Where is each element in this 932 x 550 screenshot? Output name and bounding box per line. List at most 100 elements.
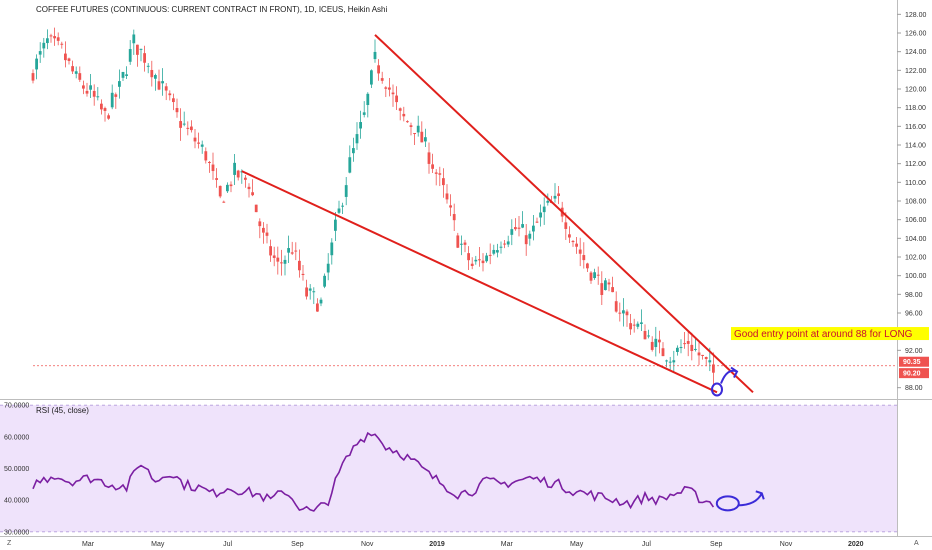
candle-body: [157, 81, 161, 90]
candle-body: [290, 252, 294, 254]
x-tick-label: Nov: [780, 541, 793, 548]
low-price-badge: [899, 368, 929, 379]
candle-body: [179, 121, 182, 128]
price-tick-label: 118.00: [905, 105, 926, 112]
candle-body: [85, 90, 89, 94]
price-tick-label: 110.00: [905, 180, 926, 187]
candle-body: [359, 122, 362, 129]
candle-body: [406, 121, 409, 123]
candle-body: [521, 224, 524, 228]
candle-body: [420, 131, 424, 143]
candle-body: [143, 53, 146, 63]
candle-body: [488, 254, 492, 256]
annotation-box: [731, 327, 929, 341]
candle-body: [593, 272, 596, 279]
candle-body: [683, 343, 686, 345]
low-price-badge-label: 90.20: [903, 371, 921, 378]
price-tick-label: 114.00: [905, 143, 926, 150]
x-tick-label: Mar: [82, 541, 95, 548]
candle-body: [71, 66, 74, 72]
candle-body: [341, 205, 344, 207]
price-tick-label: 112.00: [905, 161, 926, 168]
rsi-hand-arrow: [737, 492, 763, 507]
candle-body: [226, 184, 229, 192]
trendline-lower-support: [241, 170, 718, 394]
candle-body: [582, 255, 586, 261]
candle-body: [409, 125, 413, 127]
candle-body: [708, 360, 712, 363]
candle-body: [625, 311, 629, 316]
candle-body: [499, 246, 503, 248]
candle-body: [629, 323, 632, 330]
candle-body: [182, 123, 186, 125]
candle-body: [589, 272, 593, 281]
candle-body: [74, 71, 78, 74]
candle-body: [64, 53, 67, 61]
candle-body: [481, 260, 485, 264]
candle-body: [251, 192, 254, 196]
candle-body: [571, 240, 575, 243]
candle-body: [146, 65, 150, 67]
x-tick-label: Nov: [361, 541, 374, 548]
scale-button-z[interactable]: Z: [7, 540, 12, 547]
price-panel: 88.0092.0094.0096.0098.00100.00102.00104…: [0, 0, 932, 536]
candle-body: [38, 51, 42, 55]
candle-body: [596, 274, 600, 276]
candle-body: [697, 352, 701, 356]
scale-button-a[interactable]: A: [914, 540, 919, 547]
candle-body: [193, 137, 197, 142]
candle-body: [506, 241, 510, 245]
candle-body: [305, 287, 308, 297]
candle-body: [298, 260, 301, 271]
candle-body: [121, 71, 125, 78]
candle-body: [395, 95, 398, 103]
candle-body: [611, 287, 614, 293]
candle-body: [661, 348, 665, 357]
price-tick-label: 124.00: [905, 49, 927, 56]
rsi-tick-label: 70.0000: [4, 403, 29, 410]
price-tick-label: 106.00: [905, 217, 927, 224]
candle-body: [330, 242, 334, 256]
candle-body: [546, 200, 550, 203]
price-tick-label: 98.00: [905, 292, 923, 299]
candle-body: [197, 142, 200, 144]
candle-body: [640, 322, 643, 324]
candle-body: [647, 335, 650, 337]
candle-body: [535, 221, 539, 223]
candle-body: [355, 134, 359, 144]
candle-body: [35, 58, 38, 70]
candle-body: [366, 93, 370, 106]
candle-body: [622, 310, 625, 314]
candle-body: [416, 125, 420, 133]
candle-body: [557, 193, 560, 196]
candle-body: [578, 249, 582, 254]
candle-body: [218, 185, 222, 197]
candle-body: [352, 148, 355, 154]
candle-body: [272, 255, 276, 258]
candle-body: [510, 229, 514, 235]
candle-body: [424, 137, 427, 142]
candle-body: [532, 225, 535, 232]
price-tick-label: 108.00: [905, 199, 927, 206]
candle-body: [186, 127, 190, 129]
candle-body: [67, 58, 71, 61]
candle-body: [614, 301, 618, 312]
rsi-band: [0, 405, 897, 532]
candle-body: [49, 35, 53, 37]
candle-body: [262, 227, 265, 233]
candle-body: [434, 172, 438, 174]
x-tick-label: Sep: [710, 541, 723, 548]
candle-body: [701, 354, 704, 356]
rsi-panel: 30.0000 40.0000 50.0000 60.0000 70.0000: [0, 403, 897, 536]
candle-body: [110, 92, 114, 108]
candle-body: [607, 282, 611, 285]
candle-body: [665, 360, 668, 362]
candle-body: [175, 108, 179, 113]
candle-body: [478, 259, 481, 261]
candle-body: [370, 70, 373, 85]
candle-body: [301, 273, 305, 275]
rsi-hand-arrow-head: [755, 490, 765, 500]
x-tick-label: Jul: [223, 541, 232, 548]
candle-body: [244, 177, 247, 180]
